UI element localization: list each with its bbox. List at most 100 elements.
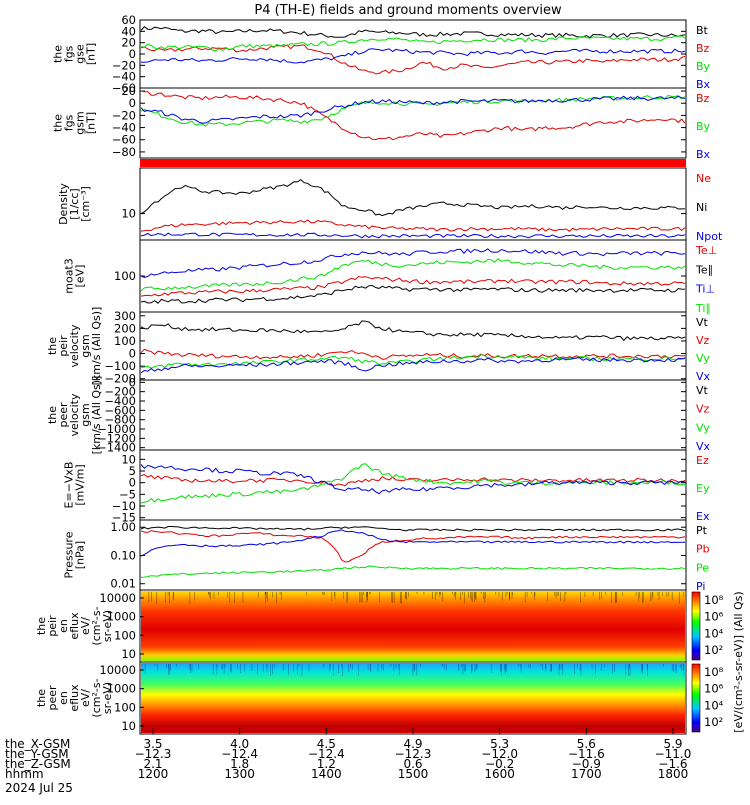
y-tick-label: −80 xyxy=(112,145,136,159)
panel-efield xyxy=(139,449,687,521)
x-tick-label: −12.0 xyxy=(481,747,518,761)
colorbar-tick-label: 10⁴ xyxy=(704,698,724,712)
y-axis-label: the xyxy=(35,617,48,635)
y-axis-label: eflux xyxy=(68,612,81,640)
panel-peer-velocity xyxy=(139,379,687,451)
colorbar-tick-label: 10⁶ xyxy=(704,610,724,624)
x-tick-label: 1.8 xyxy=(230,757,249,771)
colorbar-tick-label: 10² xyxy=(704,715,723,729)
legend-Ez: Ez xyxy=(696,454,709,467)
y-tick-label: −10 xyxy=(112,499,136,513)
y-axis-label: fgs xyxy=(63,45,76,62)
legend-Ti∥: Ti∥ xyxy=(695,302,711,315)
panel-pressure xyxy=(139,519,687,591)
x-tick-label: −1.6 xyxy=(658,757,687,771)
legend-Pi: Pi xyxy=(696,580,705,593)
y-axis-label: gsm xyxy=(79,403,92,426)
legend-Bx: Bx xyxy=(696,148,711,161)
x-axis-row-label: the_X-GSM xyxy=(5,737,70,751)
y-tick-label: −800 xyxy=(104,413,136,427)
y-tick-label: −20 xyxy=(112,108,136,122)
x-tick-label: 1500 xyxy=(398,767,429,781)
legend-Vy: Vy xyxy=(696,421,710,434)
series-line-Pt xyxy=(140,526,686,532)
y-axis-label: peer xyxy=(57,402,70,428)
y-axis-label: the xyxy=(46,406,59,424)
series-line-Vz xyxy=(140,348,686,360)
y-tick-label: −20 xyxy=(112,58,136,72)
x-tick-label: 1.2 xyxy=(317,757,336,771)
legend-Vz: Vz xyxy=(696,334,710,347)
colorbar xyxy=(691,663,701,733)
y-tick-label: −60 xyxy=(112,81,136,95)
panel-frame xyxy=(139,239,687,313)
legend-Pt: Pt xyxy=(696,524,708,537)
y-tick-label: 100 xyxy=(114,334,136,348)
y-tick-label: −60 xyxy=(112,133,136,147)
y-tick-label: −40 xyxy=(112,70,136,84)
y-axis-label: eV/ xyxy=(79,689,92,707)
x-tick-label: −11.0 xyxy=(655,747,692,761)
y-tick-label: 1000 xyxy=(107,610,136,624)
colorbar xyxy=(691,591,701,661)
y-tick-label: 10 xyxy=(121,647,136,661)
panel-peir-eflux xyxy=(139,589,687,663)
colorbar-label: [eV/(cm²-s-sr-eV)] (All Qs) xyxy=(732,591,745,732)
y-tick-label: −1000 xyxy=(97,422,136,436)
series-line-Bz xyxy=(140,90,686,141)
legend-Vx: Vx xyxy=(696,440,711,453)
y-axis-label: velocity xyxy=(68,324,81,367)
y-axis-label: [mV/m] xyxy=(74,464,87,505)
y-axis-label: [km/s (All Qs)] xyxy=(90,307,103,386)
y-tick-label: 0 xyxy=(129,347,136,361)
y-axis-label: (cm²-s- xyxy=(90,678,103,717)
y-tick-label: 200 xyxy=(114,321,136,335)
y-tick-label: −100 xyxy=(104,359,136,373)
x-tick-label: −11.6 xyxy=(568,747,605,761)
y-tick-label: −200 xyxy=(104,372,136,386)
y-axis-label: eV/ xyxy=(79,617,92,635)
y-tick-label: 60 xyxy=(121,13,136,27)
series-line-Vx xyxy=(140,357,686,374)
y-axis-label: the xyxy=(52,45,65,63)
panel-frame xyxy=(139,449,687,521)
y-tick-label: −200 xyxy=(104,385,136,399)
y-tick-label: 0 xyxy=(129,96,136,110)
x-tick-label: 0.6 xyxy=(403,757,422,771)
colorbar-tick-label: 10⁴ xyxy=(704,626,724,640)
x-tick-label: 5.3 xyxy=(490,737,509,751)
x-tick-label: −12.4 xyxy=(221,747,258,761)
colorbar-tick-label: 10⁸ xyxy=(704,593,724,607)
y-tick-label: 0 xyxy=(129,476,136,490)
y-tick-label: 20 xyxy=(121,84,136,98)
y-axis-label: gse xyxy=(74,44,87,64)
legend-Vx: Vx xyxy=(696,370,711,383)
x-axis-row-label: the_Y-GSM xyxy=(5,747,69,761)
y-axis-label: peir xyxy=(46,615,59,637)
y-axis-label: velocity xyxy=(68,393,81,436)
series-line-Bt xyxy=(140,26,686,39)
y-axis-label: the xyxy=(35,689,48,707)
legend-By: By xyxy=(696,120,711,133)
legend-Bz: Bz xyxy=(696,42,710,55)
y-axis-label: sr-eV) xyxy=(101,682,114,714)
legend-Vt: Vt xyxy=(696,384,709,397)
y-tick-label: 10000 xyxy=(99,591,136,605)
series-line-Pe xyxy=(140,565,686,578)
y-tick-label: 1000 xyxy=(107,682,136,696)
y-axis-label: en xyxy=(57,619,70,633)
y-tick-label: 0.01 xyxy=(110,577,136,591)
panel-frame xyxy=(139,87,687,159)
y-tick-label: 40 xyxy=(121,24,136,38)
legend-Vz: Vz xyxy=(696,403,710,416)
x-tick-label: 1700 xyxy=(571,767,602,781)
series-line-Te∥ xyxy=(140,284,686,304)
panel-peir-velocity xyxy=(139,311,687,381)
legend-Ne: Ne xyxy=(696,172,711,185)
series-line-Ne xyxy=(140,219,686,232)
y-tick-label: 100 xyxy=(114,269,136,283)
y-axis-label: [km/s (All Qs)] xyxy=(90,376,103,455)
legend-Vt: Vt xyxy=(696,316,709,329)
y-tick-label: 100 xyxy=(114,628,136,642)
